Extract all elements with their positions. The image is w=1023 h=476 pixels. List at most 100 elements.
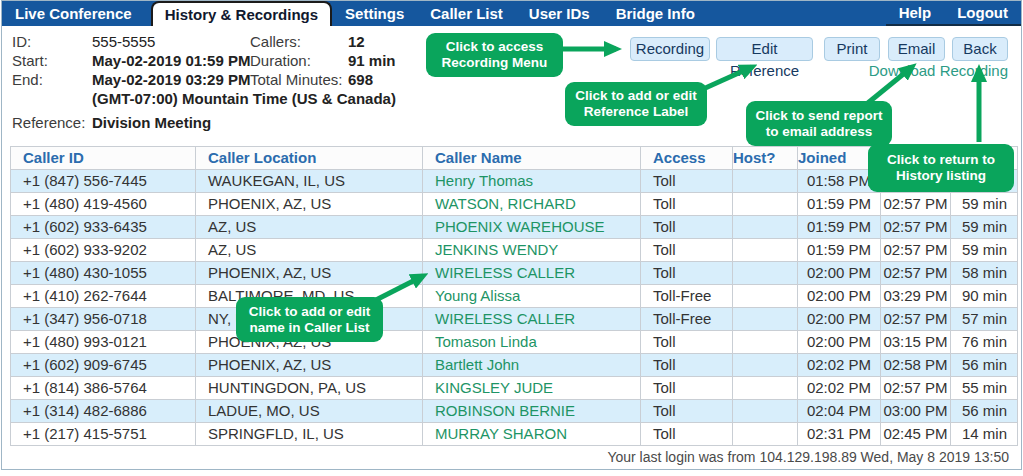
access-cell: Toll-Free	[641, 308, 733, 331]
caller-name-cell: MURRAY SHARON	[423, 423, 641, 446]
callout-recording-menu: Click to access Recording Menu	[426, 33, 563, 77]
caller-name-link[interactable]: WIRELESS CALLER	[435, 264, 575, 281]
dropped-cell: 03:29 PM	[881, 285, 951, 308]
callout-return-history: Click to return to History listing	[868, 144, 1014, 192]
access-cell: Toll	[641, 170, 733, 193]
logout-link[interactable]: Logout	[944, 1, 1021, 26]
dropped-cell: 03:15 PM	[881, 331, 951, 354]
duration-label: Duration:	[250, 51, 348, 70]
caller-name-link[interactable]: MURRAY SHARON	[435, 425, 567, 442]
print-button[interactable]: Print	[824, 37, 880, 61]
start-value: May-02-2019 01:59 PM	[92, 51, 250, 70]
host-cell	[733, 308, 798, 331]
access-cell: Toll	[641, 216, 733, 239]
dropped-cell: 02:45 PM	[881, 423, 951, 446]
access-cell: Toll-Free	[641, 285, 733, 308]
caller-location-cell: WAUKEGAN, IL, US	[196, 170, 423, 193]
minutes-cell: 59 min	[951, 216, 1018, 239]
joined-cell: 01:59 PM	[798, 216, 881, 239]
reference-value: Division Meeting	[92, 113, 396, 132]
caller-id-cell: +1 (814) 386-5764	[11, 377, 196, 400]
dropped-cell: 02:57 PM	[881, 216, 951, 239]
tab-history-recordings[interactable]: History & Recordings	[151, 1, 332, 26]
caller-id-cell: +1 (410) 262-7644	[11, 285, 196, 308]
reference-label: Reference:	[12, 113, 92, 132]
email-button[interactable]: Email	[888, 37, 945, 61]
caller-location-cell: HUNTINGDON, PA, US	[196, 377, 423, 400]
host-cell	[733, 239, 798, 262]
caller-name-link[interactable]: KINGSLEY JUDE	[435, 379, 553, 396]
callers-value: 12	[348, 32, 396, 51]
header-caller-name: Caller Name	[423, 147, 641, 170]
table-row: +1 (847) 556-7445 WAUKEGAN, IL, US Henry…	[11, 170, 1018, 193]
caller-name-link[interactable]: Henry Thomas	[435, 172, 533, 189]
minutes-cell: 56 min	[951, 400, 1018, 423]
caller-id-cell: +1 (480) 419-4560	[11, 193, 196, 216]
host-cell	[733, 193, 798, 216]
access-cell: Toll	[641, 262, 733, 285]
help-link[interactable]: Help	[886, 1, 945, 26]
caller-name-link[interactable]: JENKINS WENDY	[435, 241, 558, 258]
dropped-cell: 03:00 PM	[881, 400, 951, 423]
caller-name-link[interactable]: PHOENIX WAREHOUSE	[435, 218, 604, 235]
caller-id-cell: +1 (217) 415-5751	[11, 423, 196, 446]
download-recording-link[interactable]: Download Recording	[869, 62, 1008, 79]
caller-name-cell: ROBINSON BERNIE	[423, 400, 641, 423]
edit-reference-button[interactable]: Edit Reference	[716, 37, 813, 61]
dropped-cell: 02:57 PM	[881, 193, 951, 216]
minutes-cell: 58 min	[951, 262, 1018, 285]
access-cell: Toll	[641, 331, 733, 354]
dropped-cell: 02:57 PM	[881, 308, 951, 331]
end-value: May-02-2019 03:29 PM	[92, 70, 250, 89]
access-cell: Toll	[641, 193, 733, 216]
joined-cell: 02:02 PM	[798, 354, 881, 377]
back-button[interactable]: Back	[952, 37, 1008, 61]
recording-button[interactable]: Recording	[630, 37, 710, 61]
callout-caller-name: Click to add or edit name in Caller List	[236, 297, 383, 342]
table-row: +1 (480) 430-1055 PHOENIX, AZ, US WIRELE…	[11, 262, 1018, 285]
id-value: 555-5555	[92, 32, 250, 51]
total-minutes-label: Total Minutes:	[250, 70, 348, 89]
host-cell	[733, 170, 798, 193]
table-row: +1 (314) 482-6886 LADUE, MO, US ROBINSON…	[11, 400, 1018, 423]
tab-live-conference[interactable]: Live Conference	[2, 1, 145, 26]
minutes-cell: 55 min	[951, 377, 1018, 400]
access-cell: Toll	[641, 354, 733, 377]
minutes-cell: 57 min	[951, 308, 1018, 331]
caller-name-cell: WIRELESS CALLER	[423, 308, 641, 331]
caller-name-link[interactable]: Tomason Linda	[435, 333, 537, 350]
nav-spacer	[708, 1, 886, 26]
access-cell: Toll	[641, 377, 733, 400]
caller-name-link[interactable]: WATSON, RICHARD	[435, 195, 576, 212]
caller-name-cell: Henry Thomas	[423, 170, 641, 193]
joined-cell: 02:02 PM	[798, 377, 881, 400]
access-cell: Toll	[641, 239, 733, 262]
caller-name-link[interactable]: Young Alissa	[435, 287, 520, 304]
host-cell	[733, 262, 798, 285]
caller-id-cell: +1 (480) 430-1055	[11, 262, 196, 285]
minutes-cell: 76 min	[951, 331, 1018, 354]
caller-location-cell: PHOENIX, AZ, US	[196, 193, 423, 216]
joined-cell: 02:00 PM	[798, 331, 881, 354]
last-login-status: Your last login was from 104.129.198.89 …	[607, 449, 1009, 465]
minutes-cell: 56 min	[951, 354, 1018, 377]
caller-id-cell: +1 (314) 482-6886	[11, 400, 196, 423]
tab-user-ids[interactable]: User IDs	[516, 1, 603, 26]
caller-location-cell: PHOENIX, AZ, US	[196, 262, 423, 285]
joined-cell: 01:59 PM	[798, 239, 881, 262]
start-label: Start:	[12, 51, 92, 70]
tab-caller-list[interactable]: Caller List	[417, 1, 516, 26]
table-row: +1 (480) 993-0121 PHOENIX, AZ, US Tomaso…	[11, 331, 1018, 354]
caller-location-cell: PHOENIX, AZ, US	[196, 354, 423, 377]
caller-location-cell: AZ, US	[196, 216, 423, 239]
callers-label: Callers:	[250, 32, 348, 51]
caller-name-cell: Tomason Linda	[423, 331, 641, 354]
caller-name-cell: KINGSLEY JUDE	[423, 377, 641, 400]
tab-settings[interactable]: Settings	[332, 1, 417, 26]
caller-name-link[interactable]: WIRELESS CALLER	[435, 310, 575, 327]
caller-name-link[interactable]: ROBINSON BERNIE	[435, 402, 575, 419]
joined-cell: 02:00 PM	[798, 308, 881, 331]
host-cell	[733, 354, 798, 377]
caller-name-link[interactable]: Bartlett John	[435, 356, 519, 373]
tab-bridge-info[interactable]: Bridge Info	[603, 1, 708, 26]
